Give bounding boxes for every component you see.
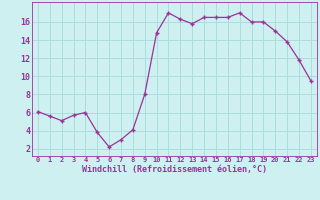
X-axis label: Windchill (Refroidissement éolien,°C): Windchill (Refroidissement éolien,°C) bbox=[82, 165, 267, 174]
